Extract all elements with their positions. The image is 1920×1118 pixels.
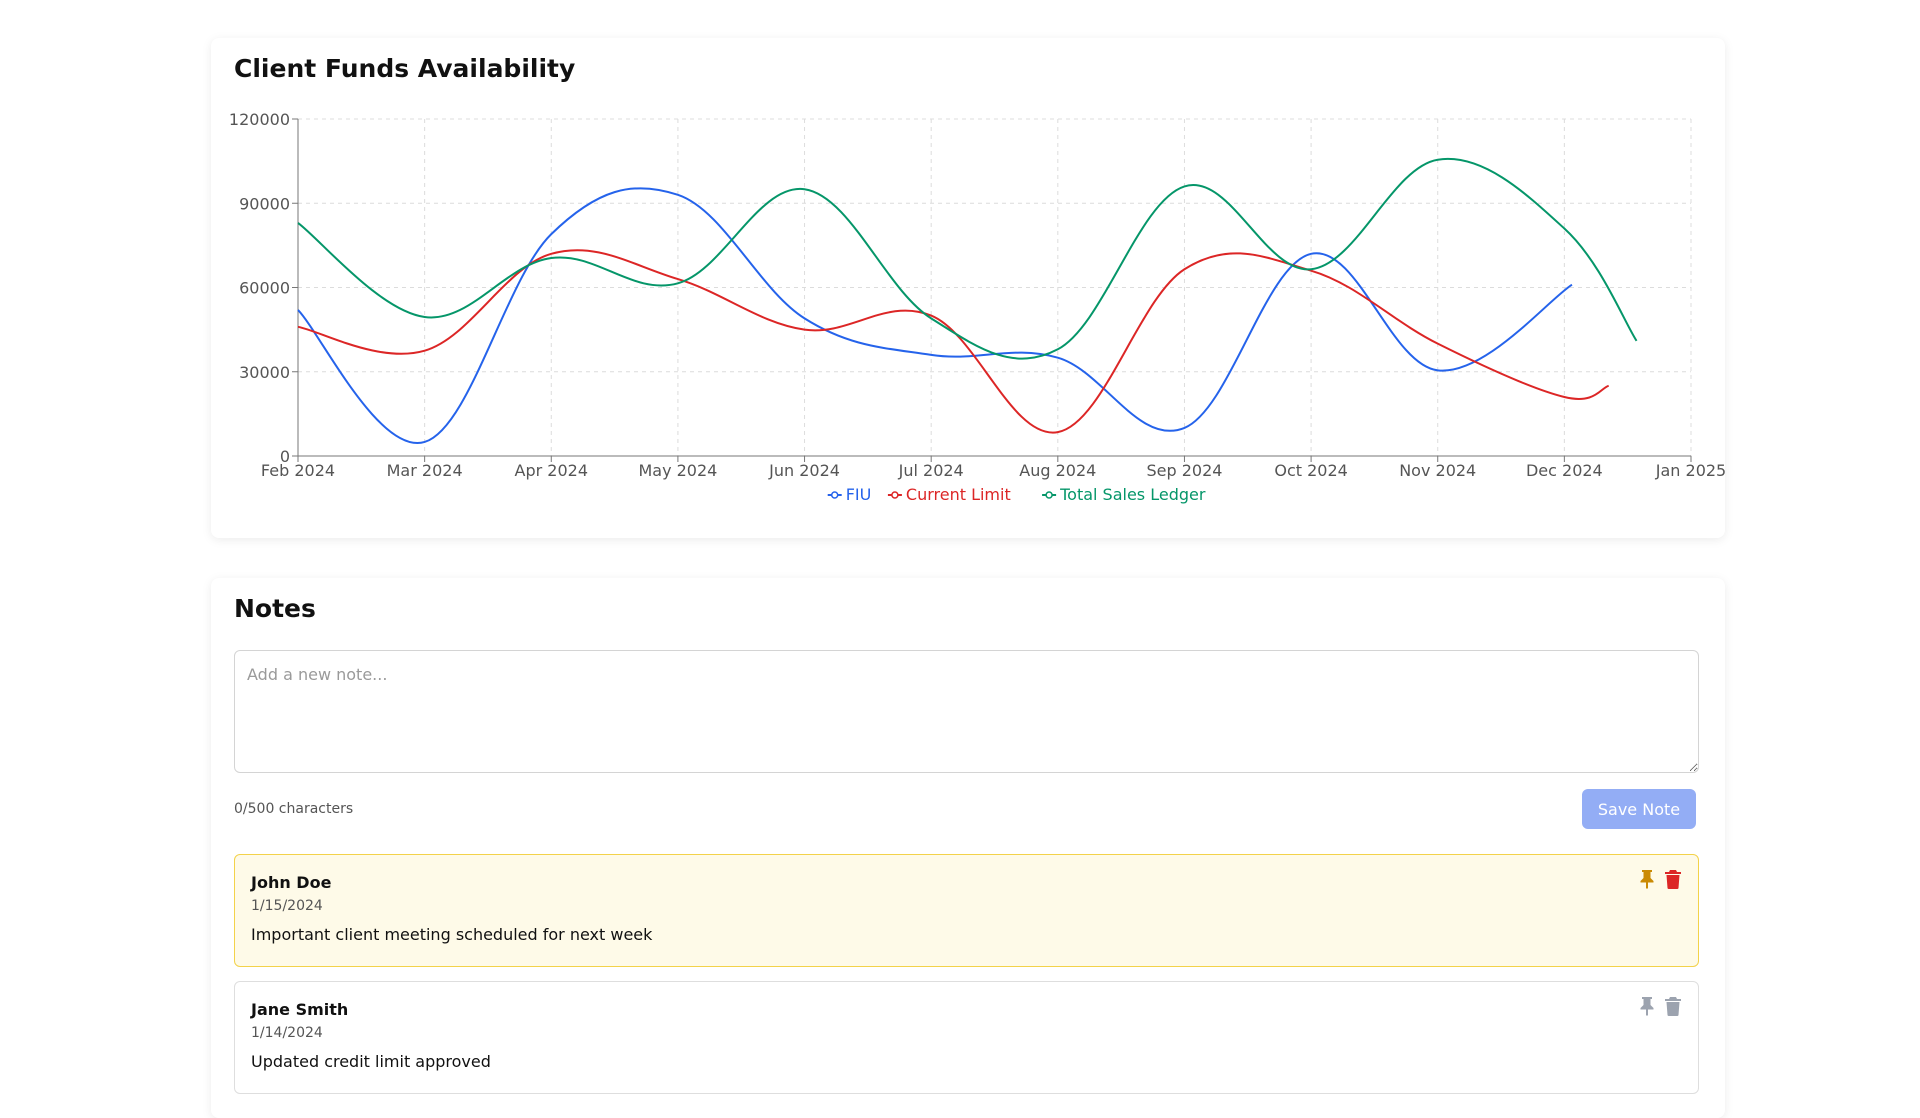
x-tick-label: Apr 2024 [515,461,588,480]
x-tick-label: Aug 2024 [1019,461,1096,480]
x-tick-label: Dec 2024 [1526,461,1603,480]
x-tick-label: Oct 2024 [1274,461,1347,480]
save-note-button[interactable]: Save Note [1582,789,1696,829]
x-tick-label: Mar 2024 [387,461,463,480]
x-tick-label: May 2024 [638,461,717,480]
legend-item[interactable]: Total Sales Ledger [1042,485,1206,504]
notes-title: Notes [234,594,316,623]
series-line-fiu [297,187,1573,444]
chart-title: Client Funds Availability [234,54,576,83]
legend-label: Current Limit [906,485,1011,504]
note-date: 1/15/2024 [251,898,323,914]
y-tick-label: 120000 [229,110,290,129]
notes-card: Notes 0/500 characters Save Note John Do… [211,578,1725,1118]
character-count: 0/500 characters [234,801,354,817]
legend-item[interactable]: Current Limit [887,485,1011,504]
note-item: Jane Smith 1/14/2024 Updated credit limi… [234,981,1699,1094]
legend-marker [891,491,899,499]
note-input[interactable] [234,650,1699,773]
note-author: Jane Smith [251,1000,349,1019]
x-tick-label: Sep 2024 [1146,461,1222,480]
pin-icon[interactable] [1638,996,1656,1016]
legend-marker [830,491,839,499]
y-tick-label: 60000 [239,279,290,298]
series-line-total-sales-ledger [297,157,1638,360]
x-tick-label: Jan 2025 [1655,461,1725,480]
note-text: Important client meeting scheduled for n… [251,925,653,944]
pin-icon[interactable] [1638,869,1656,889]
legend-item[interactable]: FIU [827,485,872,504]
x-tick-label: Jun 2024 [768,461,840,480]
note-date: 1/14/2024 [251,1025,323,1041]
x-tick-label: Nov 2024 [1399,461,1476,480]
note-text: Updated credit limit approved [251,1052,491,1071]
legend-marker [1045,491,1053,499]
series-line-current-limit [297,249,1610,434]
y-tick-label: 90000 [239,194,290,213]
note-actions [1638,869,1682,889]
funds-line-chart: 0 30000 60000 90000 120000 Feb 2024 Mar 2024 Ap… [229,110,1725,504]
legend-label: Total Sales Ledger [1059,485,1206,504]
chart-card: Client Funds Availability 0 30000 60000 900… [211,38,1725,538]
legend-label: FIU [846,485,872,504]
y-tick-label: 0 [280,447,290,466]
note-author: John Doe [251,873,332,892]
x-tick-label: Feb 2024 [261,461,335,480]
x-tick-label: Jul 2024 [898,461,964,480]
note-actions [1638,996,1682,1016]
trash-icon[interactable] [1664,869,1682,889]
note-item: John Doe 1/15/2024 Important client meet… [234,854,1699,967]
y-tick-label: 30000 [239,363,290,382]
trash-icon[interactable] [1664,996,1682,1016]
